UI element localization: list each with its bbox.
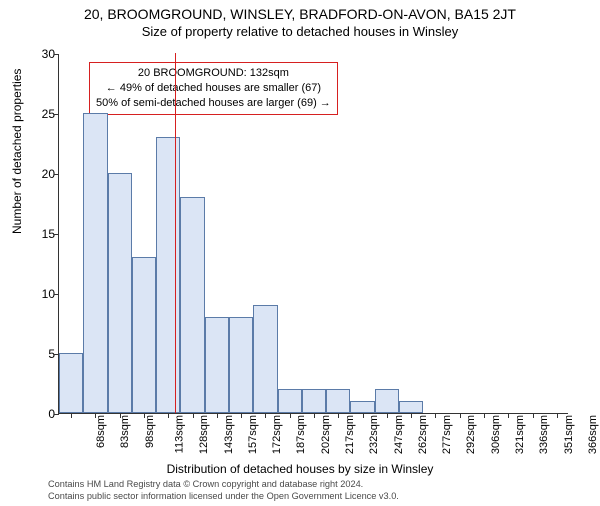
x-tick-label: 232sqm bbox=[368, 415, 380, 454]
histogram-bar bbox=[156, 137, 180, 413]
x-tick-label: 202sqm bbox=[320, 415, 332, 454]
x-tick-label: 128sqm bbox=[198, 415, 210, 454]
y-tick-mark bbox=[54, 174, 59, 175]
histogram-bar bbox=[132, 257, 156, 413]
footnote: Contains HM Land Registry data © Crown c… bbox=[48, 479, 399, 502]
histogram-bar bbox=[375, 389, 399, 413]
x-tick-mark bbox=[265, 413, 266, 418]
histogram-bar bbox=[180, 197, 204, 413]
histogram-bar bbox=[229, 317, 253, 413]
y-tick-mark bbox=[54, 414, 59, 415]
x-tick-label: 321sqm bbox=[514, 415, 526, 454]
histogram-bar bbox=[326, 389, 350, 413]
footnote-line-2: Contains public sector information licen… bbox=[48, 491, 399, 503]
x-tick-label: 351sqm bbox=[563, 415, 575, 454]
x-tick-mark bbox=[217, 413, 218, 418]
histogram-bar bbox=[302, 389, 326, 413]
x-tick-mark bbox=[241, 413, 242, 418]
x-tick-label: 68sqm bbox=[95, 415, 107, 448]
annotation-box: 20 BROOMGROUND: 132sqm ← 49% of detached… bbox=[89, 62, 338, 115]
chart-area: 20 BROOMGROUND: 132sqm ← 49% of detached… bbox=[58, 54, 568, 414]
y-tick-label: 15 bbox=[27, 227, 55, 241]
histogram-bar bbox=[350, 401, 374, 413]
x-tick-mark bbox=[557, 413, 558, 418]
histogram-bar bbox=[59, 353, 83, 413]
x-tick-mark bbox=[71, 413, 72, 418]
x-tick-mark bbox=[144, 413, 145, 418]
x-tick-mark bbox=[290, 413, 291, 418]
x-tick-mark bbox=[120, 413, 121, 418]
x-tick-label: 172sqm bbox=[271, 415, 283, 454]
annotation-line-1: 20 BROOMGROUND: 132sqm bbox=[96, 66, 331, 81]
x-tick-label: 113sqm bbox=[173, 415, 185, 453]
plot-region: 20 BROOMGROUND: 132sqm ← 49% of detached… bbox=[58, 54, 568, 414]
x-axis-label: Distribution of detached houses by size … bbox=[0, 462, 600, 476]
chart-title: 20, BROOMGROUND, WINSLEY, BRADFORD-ON-AV… bbox=[0, 6, 600, 22]
x-tick-label: 187sqm bbox=[296, 415, 308, 454]
histogram-bar bbox=[108, 173, 132, 413]
x-tick-mark bbox=[533, 413, 534, 418]
annotation-line-3: 50% of semi-detached houses are larger (… bbox=[96, 96, 331, 111]
x-tick-label: 157sqm bbox=[247, 415, 259, 454]
x-tick-mark bbox=[484, 413, 485, 418]
histogram-bar bbox=[399, 401, 423, 413]
y-tick-label: 10 bbox=[27, 287, 55, 301]
x-tick-mark bbox=[411, 413, 412, 418]
histogram-bar bbox=[205, 317, 229, 413]
x-tick-mark bbox=[338, 413, 339, 418]
y-tick-label: 20 bbox=[27, 167, 55, 181]
x-tick-mark bbox=[460, 413, 461, 418]
x-tick-mark bbox=[508, 413, 509, 418]
x-tick-mark bbox=[95, 413, 96, 418]
x-tick-label: 336sqm bbox=[538, 415, 550, 454]
x-tick-mark bbox=[193, 413, 194, 418]
y-tick-mark bbox=[54, 234, 59, 235]
y-tick-mark bbox=[54, 114, 59, 115]
annotation-line-2: ← 49% of detached houses are smaller (67… bbox=[96, 81, 331, 96]
marker-line bbox=[175, 53, 176, 413]
x-tick-mark bbox=[168, 413, 169, 418]
x-tick-label: 277sqm bbox=[441, 415, 453, 454]
x-tick-label: 247sqm bbox=[393, 415, 405, 454]
y-tick-label: 30 bbox=[27, 47, 55, 61]
y-tick-label: 25 bbox=[27, 107, 55, 121]
x-tick-label: 98sqm bbox=[144, 415, 156, 448]
x-tick-label: 262sqm bbox=[417, 415, 429, 454]
y-tick-label: 5 bbox=[27, 347, 55, 361]
y-axis-label: Number of detached properties bbox=[10, 69, 24, 234]
histogram-bar bbox=[278, 389, 302, 413]
x-tick-mark bbox=[387, 413, 388, 418]
y-tick-label: 0 bbox=[27, 407, 55, 421]
x-tick-label: 292sqm bbox=[466, 415, 478, 454]
x-tick-label: 143sqm bbox=[223, 415, 235, 454]
x-tick-label: 306sqm bbox=[490, 415, 502, 454]
histogram-bar bbox=[83, 113, 107, 413]
x-tick-label: 217sqm bbox=[344, 415, 356, 454]
x-tick-label: 366sqm bbox=[587, 415, 599, 454]
y-tick-mark bbox=[54, 294, 59, 295]
footnote-line-1: Contains HM Land Registry data © Crown c… bbox=[48, 479, 399, 491]
x-tick-mark bbox=[314, 413, 315, 418]
histogram-bar bbox=[253, 305, 277, 413]
x-tick-mark bbox=[435, 413, 436, 418]
y-tick-mark bbox=[54, 54, 59, 55]
x-tick-label: 83sqm bbox=[119, 415, 131, 448]
x-tick-mark bbox=[363, 413, 364, 418]
chart-subtitle: Size of property relative to detached ho… bbox=[0, 24, 600, 39]
